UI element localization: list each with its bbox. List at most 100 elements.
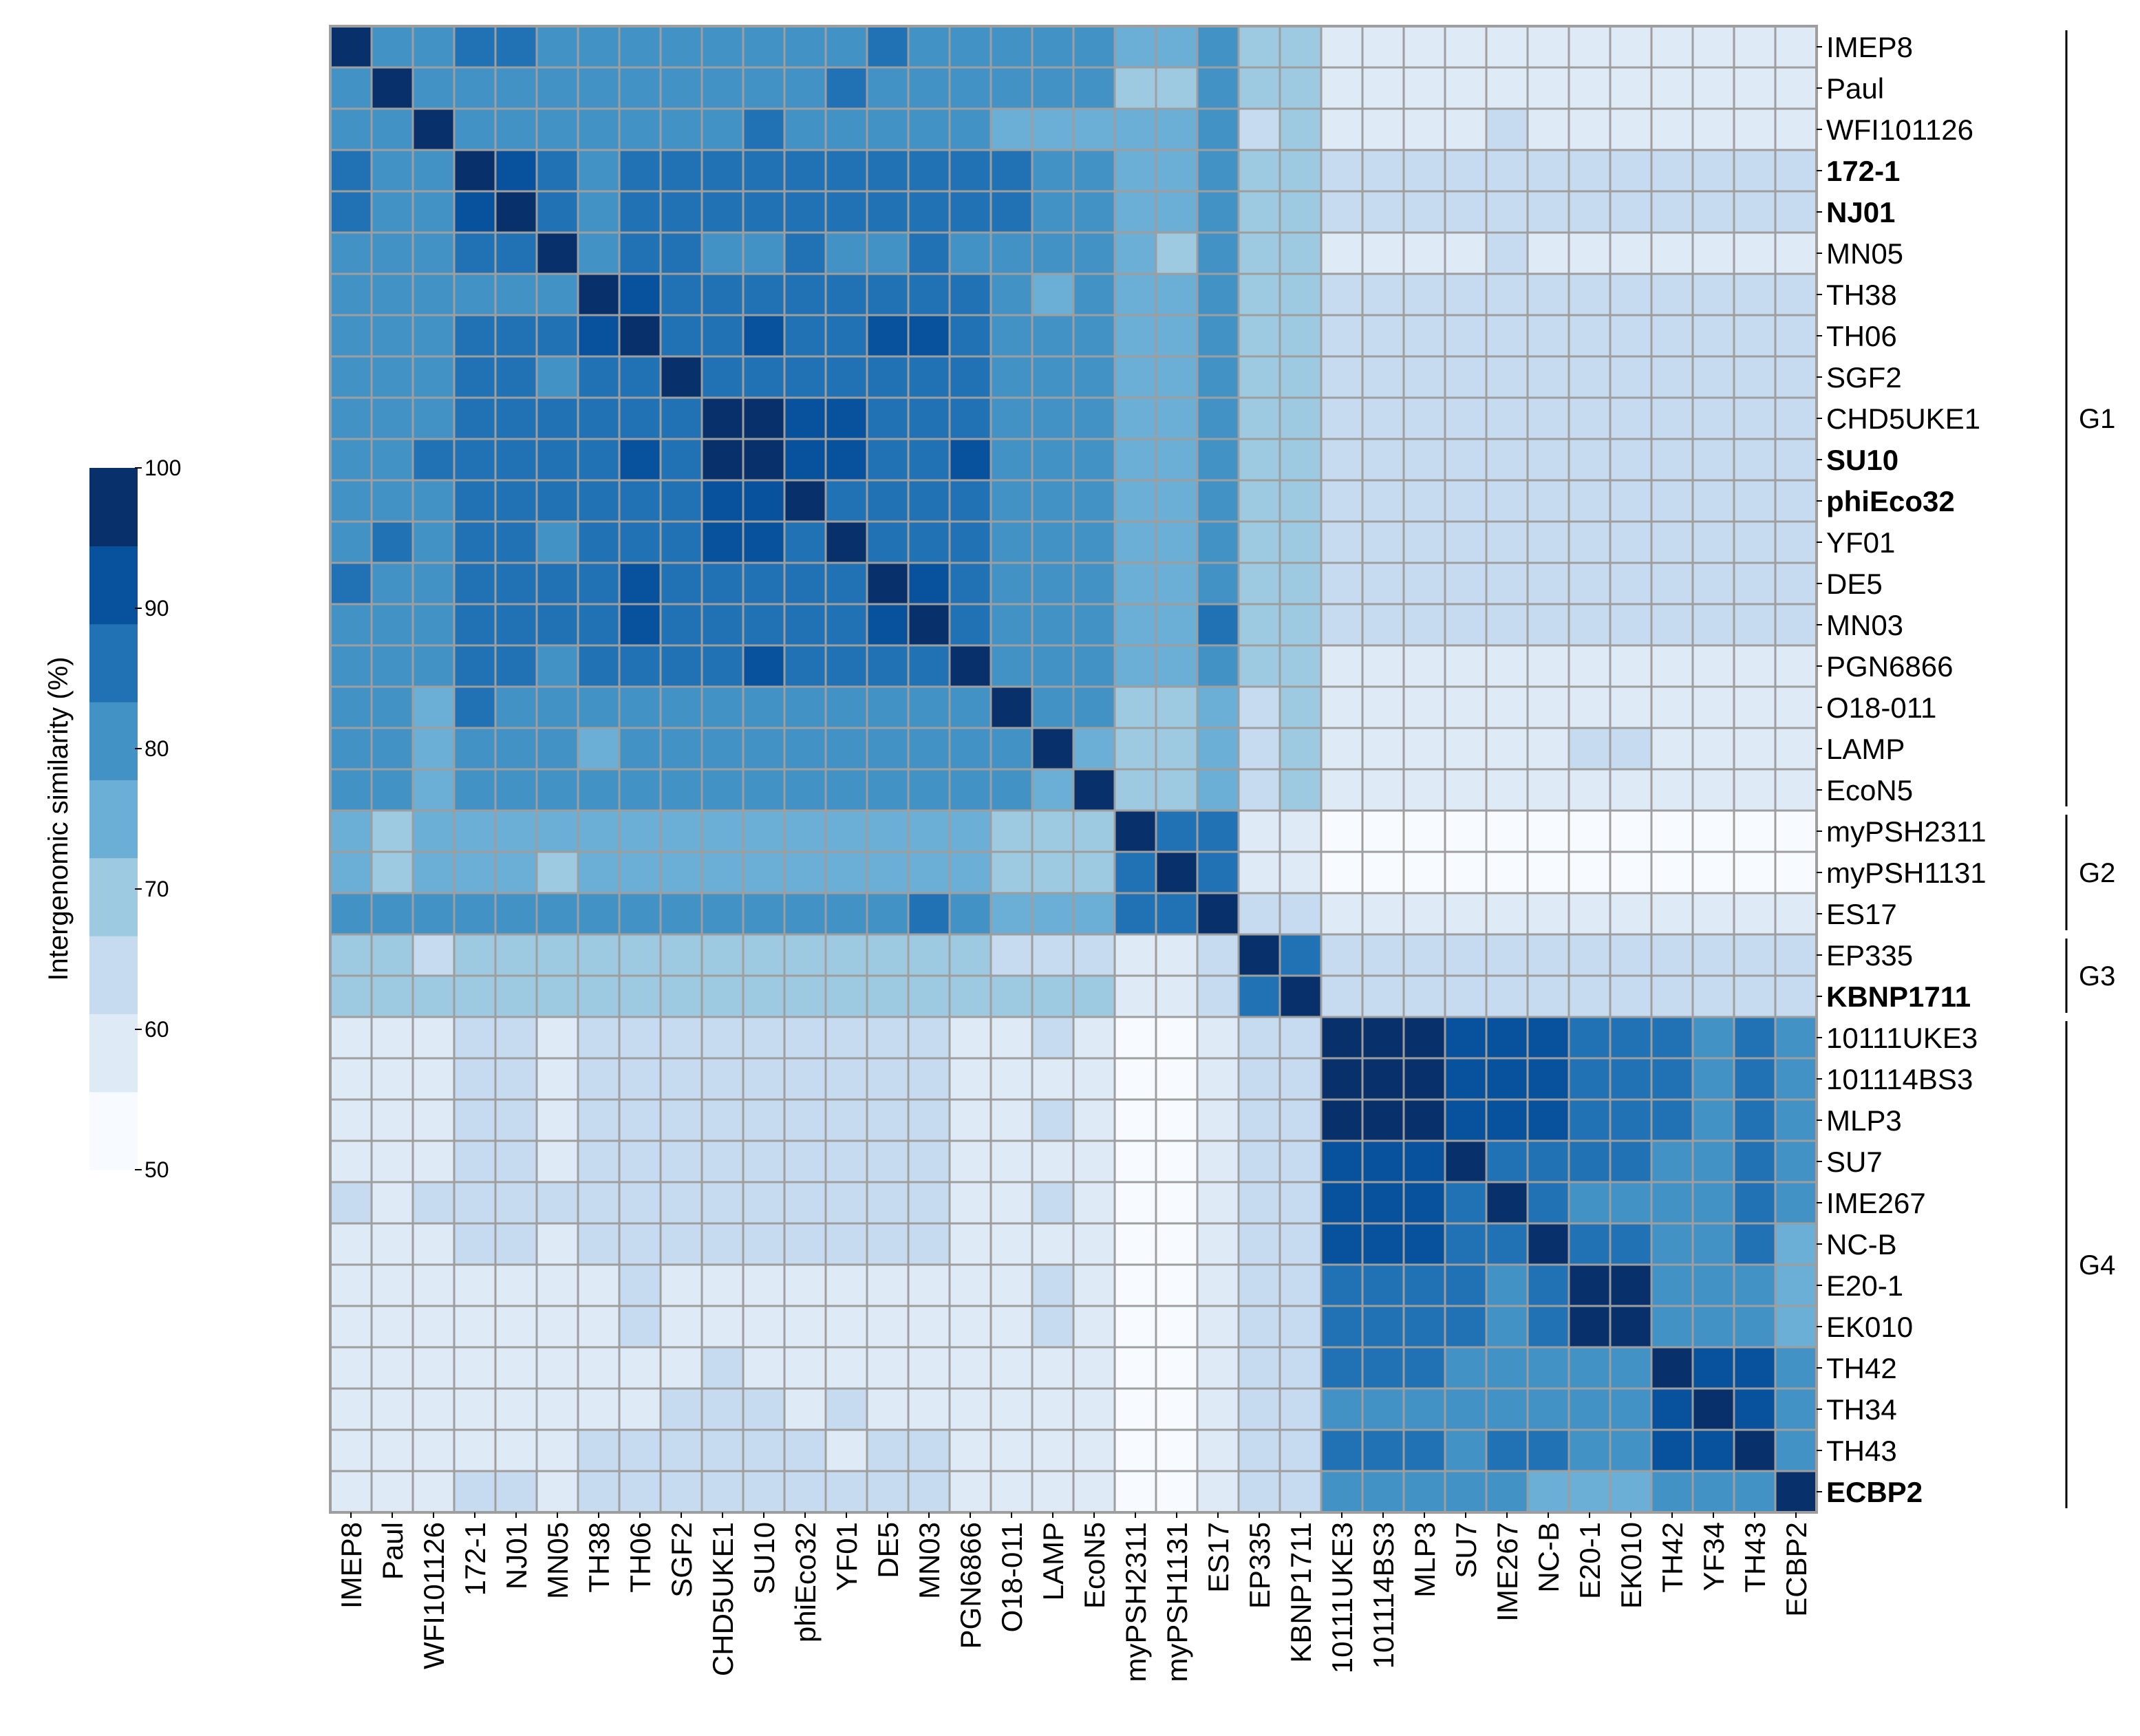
heatmap-cell [1691, 314, 1735, 358]
heatmap-cell [535, 892, 579, 936]
heatmap-cell [453, 603, 497, 647]
heatmap-cell [577, 355, 621, 399]
heatmap-cell [1113, 438, 1157, 482]
heatmap-cell [783, 396, 827, 440]
heatmap-cell [411, 107, 456, 151]
heatmap-cell [866, 520, 910, 564]
heatmap-cell [453, 1346, 497, 1390]
heatmap-cell [329, 396, 373, 440]
heatmap-cell [535, 1016, 579, 1060]
heatmap-cell [453, 974, 497, 1018]
colorbar-title: Intergenomic similarity (%) [43, 656, 74, 980]
heatmap-cell [1485, 1305, 1529, 1349]
heatmap-cell [370, 561, 414, 606]
heatmap-cell [1444, 974, 1488, 1018]
heatmap-cell [1733, 850, 1777, 894]
heatmap-cell [1609, 933, 1653, 977]
heatmap-cell [742, 974, 786, 1018]
heatmap-cell [742, 850, 786, 894]
heatmap-cell [494, 850, 538, 894]
heatmap-cell [1485, 850, 1529, 894]
heatmap-cell [1237, 1263, 1281, 1307]
heatmap-cell [659, 892, 703, 936]
heatmap-cell [618, 933, 662, 977]
heatmap-cell [494, 933, 538, 977]
heatmap-cell [618, 1346, 662, 1390]
heatmap-cell [329, 809, 373, 853]
heatmap-cell [907, 149, 951, 193]
heatmap-cell [1031, 1346, 1075, 1390]
heatmap-cell [494, 603, 538, 647]
heatmap-cell [577, 66, 621, 110]
heatmap-cell [1237, 272, 1281, 317]
heatmap-cell [948, 66, 992, 110]
heatmap-cell [659, 603, 703, 647]
heatmap-cell [535, 520, 579, 564]
heatmap-cell [659, 1428, 703, 1472]
heatmap-cell [370, 603, 414, 647]
heatmap-cell [824, 603, 868, 647]
heatmap-cell [1485, 1098, 1529, 1142]
heatmap-cell [1320, 479, 1364, 523]
heatmap-cell [1113, 1470, 1157, 1514]
heatmap-cell [948, 314, 992, 358]
heatmap-cell [329, 1139, 373, 1183]
heatmap-cell [370, 768, 414, 812]
heatmap-cell [742, 933, 786, 977]
heatmap-cell [1196, 231, 1240, 275]
heatmap-cell [1567, 644, 1612, 688]
heatmap-cell [783, 685, 827, 729]
heatmap-cell [1444, 479, 1488, 523]
heatmap-cell [1567, 1428, 1612, 1472]
heatmap-cell [618, 190, 662, 234]
heatmap-cell [742, 438, 786, 482]
heatmap-cell [1031, 892, 1075, 936]
heatmap-cell [453, 644, 497, 688]
heatmap-cell [1650, 66, 1694, 110]
heatmap-cell [1196, 1057, 1240, 1101]
heatmap-cell [700, 314, 745, 358]
column-label: EcoN5 [1078, 1522, 1111, 1609]
group-label: G2 [2079, 858, 2115, 888]
heatmap-cell [1444, 520, 1488, 564]
heatmap-cell [494, 314, 538, 358]
heatmap-cell [866, 727, 910, 771]
heatmap-cell [1774, 892, 1818, 936]
colorbar: 100 90 80 70 60 50 [89, 456, 181, 1182]
heatmap-cell [948, 1428, 992, 1472]
heatmap-cell [659, 1305, 703, 1349]
heatmap-cell [1402, 1263, 1446, 1307]
heatmap-cell [1237, 355, 1281, 399]
heatmap-cell [494, 231, 538, 275]
heatmap-cell [989, 107, 1034, 151]
heatmap-cell [370, 1387, 414, 1431]
heatmap-cell [411, 809, 456, 853]
heatmap-cell [1278, 850, 1323, 894]
heatmap-cell [1237, 933, 1281, 977]
heatmap-cell [329, 272, 373, 317]
heatmap-cell [1031, 644, 1075, 688]
heatmap-cell [1733, 1346, 1777, 1390]
heatmap-cell [535, 1181, 579, 1225]
heatmap-cell [1650, 107, 1694, 151]
heatmap-cell [1609, 974, 1653, 1018]
heatmap-cell [1196, 149, 1240, 193]
heatmap-cell [329, 1016, 373, 1060]
heatmap-cell [989, 768, 1034, 812]
heatmap-cell [1402, 149, 1446, 193]
heatmap-cell [907, 355, 951, 399]
heatmap-cell [453, 438, 497, 482]
row-label: NC-B [1826, 1228, 1897, 1261]
heatmap-cell [1691, 396, 1735, 440]
heatmap-cell [1320, 1263, 1364, 1307]
heatmap-cell [1155, 1098, 1199, 1142]
heatmap-cell [824, 355, 868, 399]
heatmap-cell [659, 850, 703, 894]
heatmap-cell [1320, 1387, 1364, 1431]
heatmap-cell [1650, 1016, 1694, 1060]
heatmap-cell [1567, 272, 1612, 317]
heatmap-cell [783, 850, 827, 894]
heatmap-cell [1072, 561, 1116, 606]
heatmap-cell [907, 1222, 951, 1266]
heatmap-cell [1402, 809, 1446, 853]
